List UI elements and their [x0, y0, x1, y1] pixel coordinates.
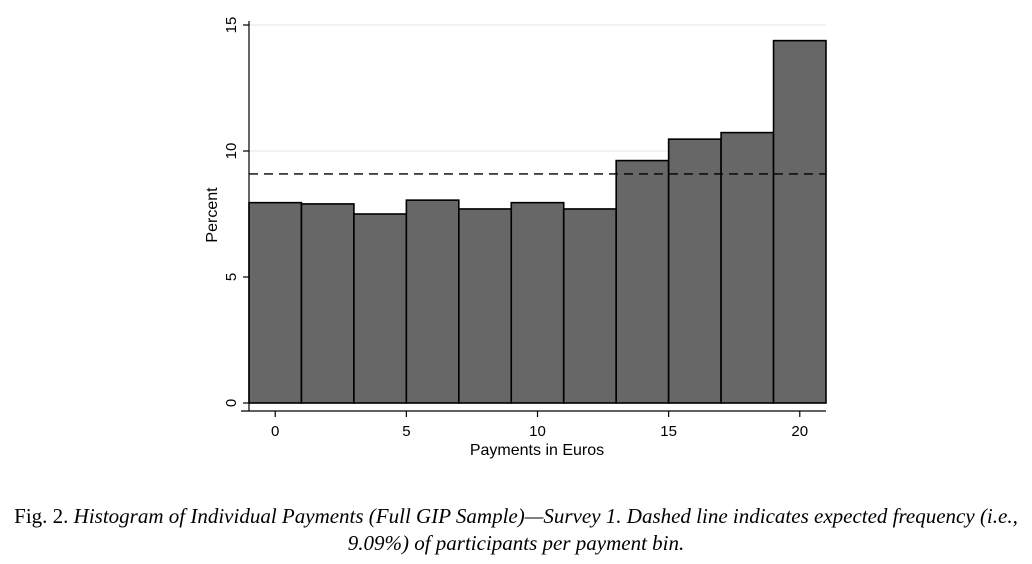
y-axis-label: Percent	[204, 187, 221, 243]
bar-6	[405, 199, 460, 404]
y-tick-label-5: 5	[223, 273, 240, 281]
bar-8	[458, 208, 513, 404]
bar-2	[300, 203, 355, 404]
x-tick-label-10: 10	[529, 423, 546, 440]
bar-0	[248, 201, 303, 404]
y-tick-label-10: 10	[223, 143, 240, 160]
bar-18	[720, 131, 775, 404]
x-tick-label-15: 15	[660, 423, 677, 440]
caption-text: Histogram of Individual Payments (Full G…	[73, 504, 1018, 555]
x-tick-label-5: 5	[402, 423, 410, 440]
histogram-chart: 0 5 10 15 0 5 10 15 20 Payments in Euros Percent	[204, 17, 827, 459]
bar-14	[615, 159, 670, 404]
figure-caption: Fig. 2. Histogram of Individual Payments…	[0, 503, 1032, 557]
bars	[248, 39, 827, 404]
x-axis-label: Payments in Euros	[470, 442, 604, 459]
axes: 0 5 10 15 0 5 10 15 20	[223, 17, 826, 440]
x-tick-label-0: 0	[271, 423, 279, 440]
y-tick-label-0: 0	[223, 399, 240, 407]
bar-12	[562, 208, 617, 404]
caption-prefix: Fig. 2.	[14, 504, 74, 528]
y-tick-label-15: 15	[223, 17, 240, 34]
bar-10	[510, 201, 565, 404]
bar-4	[353, 213, 408, 404]
bar-16	[667, 138, 722, 404]
x-tick-label-20: 20	[791, 423, 808, 440]
bar-20	[772, 39, 827, 404]
